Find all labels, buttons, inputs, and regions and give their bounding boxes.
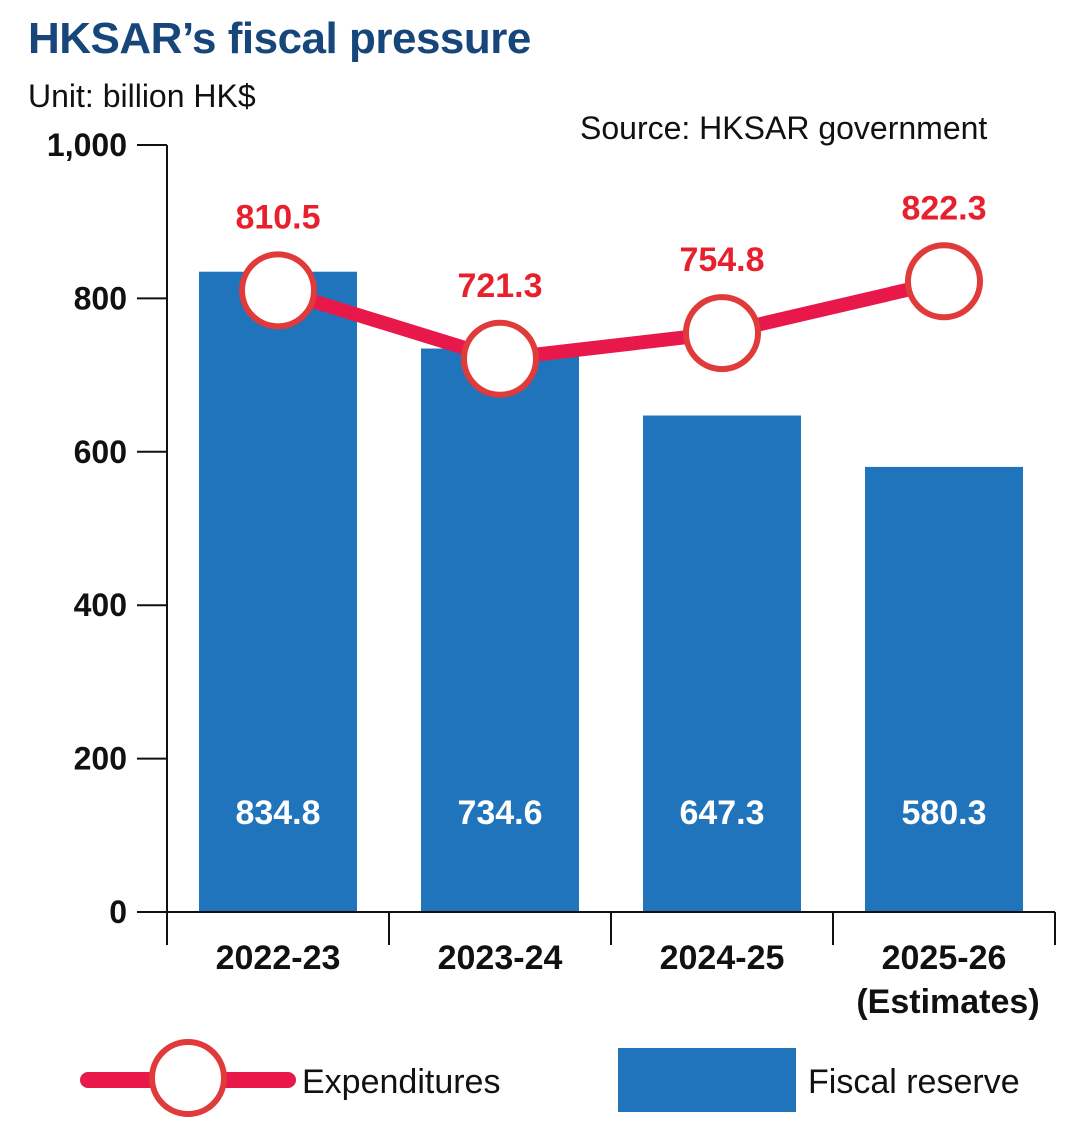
expenditures-line [275, 274, 946, 366]
expenditures-value-label: 810.5 [235, 198, 320, 236]
legend-bar-swatch [618, 1048, 796, 1112]
bar-value-label: 734.6 [457, 794, 542, 832]
bar-value-label: 647.3 [679, 794, 764, 832]
source-label: Source: HKSAR government [580, 110, 988, 146]
x-tick-label: 2022-23 [216, 939, 341, 977]
y-tick-label: 0 [109, 894, 127, 930]
x-tick-sublabel: (Estimates) [856, 983, 1039, 1021]
y-tick-label: 600 [74, 434, 127, 470]
legend-point-swatch [149, 1039, 227, 1117]
legend-label-expenditures: Expenditures [302, 1063, 500, 1101]
bar-value-label: 580.3 [901, 794, 986, 832]
x-tick-label: 2025-26 [882, 939, 1007, 977]
y-tick-label: 200 [74, 741, 127, 777]
expenditures-value-label: 822.3 [901, 189, 986, 227]
x-tick-label: 2023-24 [438, 939, 563, 977]
bar-fiscal-reserve [199, 271, 357, 913]
legend-label-fiscal-reserve: Fiscal reserve [808, 1063, 1020, 1101]
y-tick-label: 400 [74, 587, 127, 623]
y-tick-label: 1,000 [47, 127, 127, 163]
bar-fiscal-reserve [865, 466, 1023, 912]
chart-title: HKSAR’s fiscal pressure [28, 14, 531, 63]
expenditures-value-label: 721.3 [457, 267, 542, 305]
unit-label: Unit: billion HK$ [28, 78, 256, 114]
bar-fiscal-reserve [643, 415, 801, 912]
bar-value-label: 834.8 [235, 794, 320, 832]
expenditures-point [683, 294, 761, 373]
bar-fiscal-reserve [421, 348, 579, 913]
y-tick-label: 800 [74, 280, 127, 316]
expenditures-point [905, 242, 983, 321]
x-tick-label: 2024-25 [660, 939, 785, 977]
expenditures-point [239, 251, 317, 330]
expenditures-point [461, 319, 539, 398]
expenditures-value-label: 754.8 [679, 241, 764, 279]
